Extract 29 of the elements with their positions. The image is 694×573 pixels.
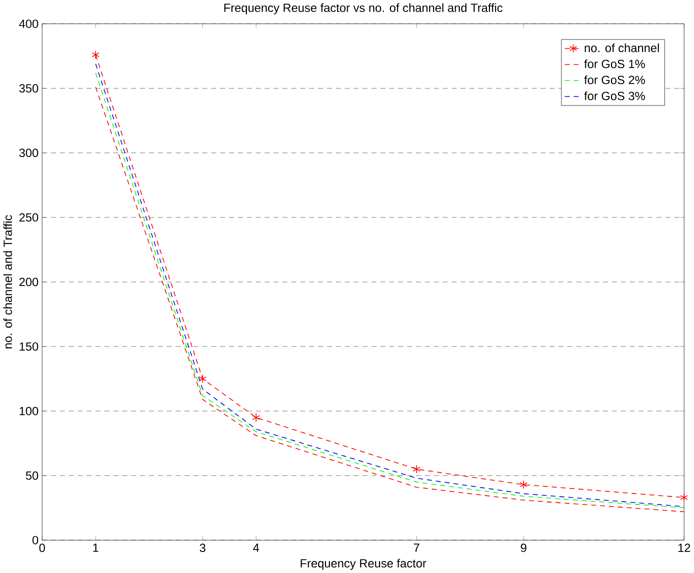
y-tick-label: 150 — [20, 342, 38, 351]
legend-label: for GoS 3% — [584, 91, 645, 100]
y-tick-label: 200 — [19, 278, 38, 286]
x-tick-label: 3 — [200, 544, 206, 552]
point — [520, 480, 528, 489]
y-tick-label: 400 — [19, 20, 38, 28]
y-tick-label: 0 — [32, 536, 38, 544]
x-tick-label: 9 — [520, 544, 526, 552]
x-tick-label: 12 — [678, 544, 690, 552]
point — [412, 464, 420, 474]
x-tick-label: 4 — [253, 544, 260, 552]
x-tick-label: 7 — [414, 544, 420, 552]
x-tick-label: 0 — [39, 544, 45, 552]
legend-label: no. of channel — [584, 43, 659, 52]
point — [198, 374, 206, 384]
point — [92, 50, 100, 60]
chart-title: Frequency Reuse factor vs no. of channel and Traffic — [224, 3, 503, 14]
legend-label: for GoS 1% — [584, 59, 645, 68]
x-axis-title: Frequency Reuse factor — [300, 558, 426, 570]
y-tick-label: 100 — [20, 406, 38, 416]
y-tick-label: 300 — [19, 148, 38, 157]
y-tick-label: 50 — [26, 471, 38, 480]
legend-label: for GoS 2% — [584, 75, 645, 84]
y-tick-label: 350 — [19, 84, 38, 92]
point — [680, 493, 688, 502]
x-tick-label: 1 — [93, 544, 98, 552]
y-tick-label: 250 — [19, 213, 38, 222]
point — [252, 413, 260, 422]
y-axis-title: no. of channel and Traffic — [3, 215, 12, 348]
